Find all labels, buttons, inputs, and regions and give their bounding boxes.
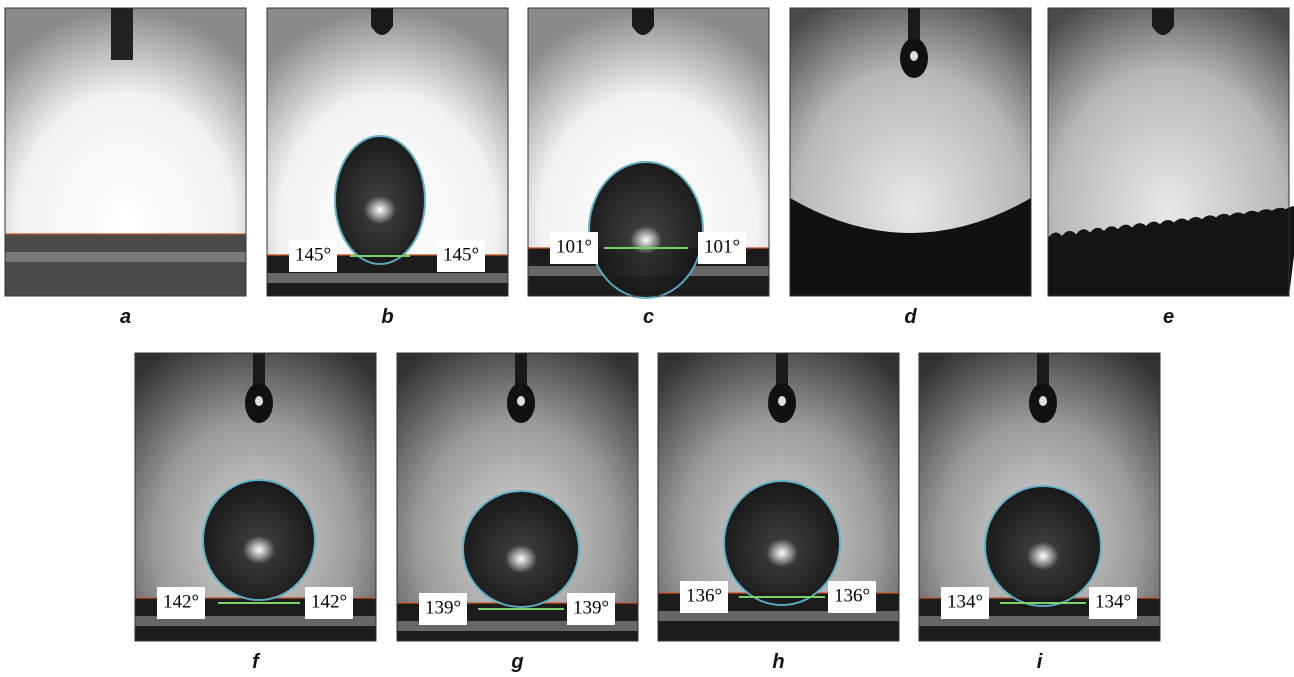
- left-angle: 145°: [295, 244, 331, 265]
- panel-label: d: [904, 306, 917, 328]
- right-angle: 136°: [834, 585, 870, 606]
- pendant-glint: [1039, 396, 1047, 406]
- substrate-band: [5, 252, 246, 262]
- drop-highlight: [243, 536, 275, 564]
- left-angle: 142°: [163, 591, 199, 612]
- photo-panel: 136° 136°: [658, 353, 899, 641]
- right-angle: 134°: [1095, 591, 1131, 612]
- drop-highlight: [364, 196, 396, 224]
- panel-label: c: [643, 306, 654, 328]
- left-angle: 139°: [425, 597, 461, 618]
- substrate: [5, 234, 246, 296]
- left-angle: 134°: [947, 591, 983, 612]
- photo-panel: 134° 134°: [919, 353, 1160, 641]
- figure: a 145° 145° b 101° 101° c d e 142° 142° f 139° 139° g 1…: [0, 0, 1294, 677]
- photo-panel: 145° 145°: [267, 8, 508, 296]
- left-angle: 101°: [556, 236, 592, 257]
- pendant-glint: [517, 396, 525, 406]
- photo-panel: [790, 8, 1031, 296]
- right-angle: 142°: [311, 591, 347, 612]
- panel-label: h: [772, 651, 784, 673]
- substrate-band: [267, 273, 508, 283]
- photo-panel: 142° 142°: [135, 353, 376, 641]
- needle: [1037, 353, 1049, 388]
- left-angle: 136°: [686, 585, 722, 606]
- drop-highlight: [630, 226, 662, 254]
- panel-label: i: [1037, 651, 1043, 673]
- photo-panel: [1048, 8, 1294, 296]
- photo-panel: [5, 8, 246, 296]
- needle: [776, 353, 788, 388]
- drop-highlight: [1027, 542, 1059, 570]
- panel-label: a: [120, 306, 131, 328]
- needle: [253, 353, 265, 388]
- needle: [908, 8, 920, 43]
- panel-label: g: [510, 651, 523, 673]
- photo-panel: 101° 101°: [528, 8, 769, 298]
- needle: [111, 8, 133, 60]
- right-angle: 101°: [704, 236, 740, 257]
- pendant-glint: [255, 396, 263, 406]
- needle: [515, 353, 527, 388]
- drop-highlight: [766, 539, 798, 567]
- panel-label: b: [381, 306, 393, 328]
- pendant-glint: [910, 51, 918, 61]
- right-angle: 145°: [443, 244, 479, 265]
- panel-label: e: [1163, 306, 1174, 328]
- right-angle: 139°: [573, 597, 609, 618]
- photo-panel: 139° 139°: [397, 353, 638, 641]
- panel-label: f: [252, 651, 261, 673]
- drop-highlight: [505, 545, 537, 573]
- pendant-glint: [778, 396, 786, 406]
